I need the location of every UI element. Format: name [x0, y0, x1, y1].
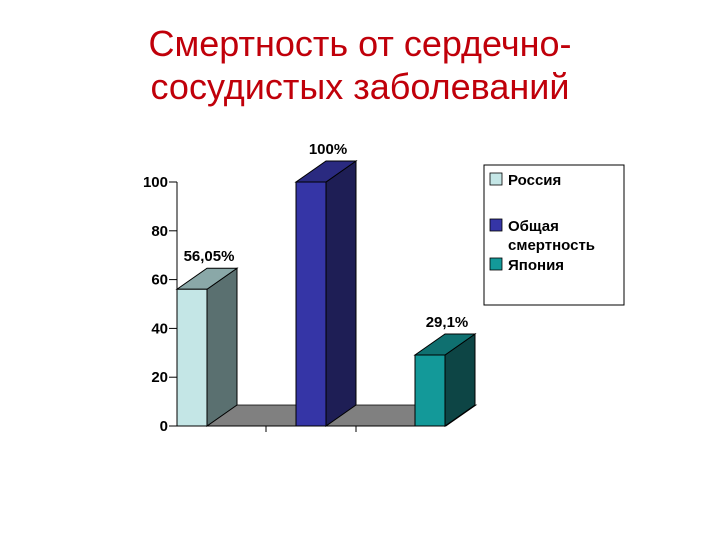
y-tick-label: 80 — [151, 223, 168, 240]
legend-label: Япония — [508, 257, 564, 274]
y-tick-label: 100 — [143, 174, 168, 191]
slide-title-line-1: Смертность от сердечно- — [148, 23, 572, 64]
legend-label: смертность — [508, 237, 595, 254]
legend-label: Общая — [508, 218, 559, 235]
data-label: 29,1% — [426, 314, 469, 331]
y-tick-label: 0 — [160, 418, 168, 435]
bar — [176, 288, 208, 427]
legend-label: Россия — [508, 172, 561, 189]
y-tick-label: 60 — [151, 272, 168, 289]
data-label: 100% — [309, 141, 347, 158]
slide-title-line-2: сосудистых заболеваний — [150, 66, 570, 107]
data-label: 56,05% — [184, 248, 235, 265]
bar — [414, 354, 446, 427]
bar — [295, 181, 327, 427]
legend-swatch — [489, 218, 503, 232]
bar-side — [206, 267, 238, 427]
legend-swatch — [489, 172, 503, 186]
y-tick-label: 20 — [151, 369, 168, 386]
bar-side — [325, 160, 357, 427]
legend-swatch — [489, 257, 503, 271]
slide-title: Смертность от сердечно- сосудистых забол… — [0, 22, 720, 108]
legend-box — [483, 164, 625, 306]
y-tick-label: 40 — [151, 320, 168, 337]
